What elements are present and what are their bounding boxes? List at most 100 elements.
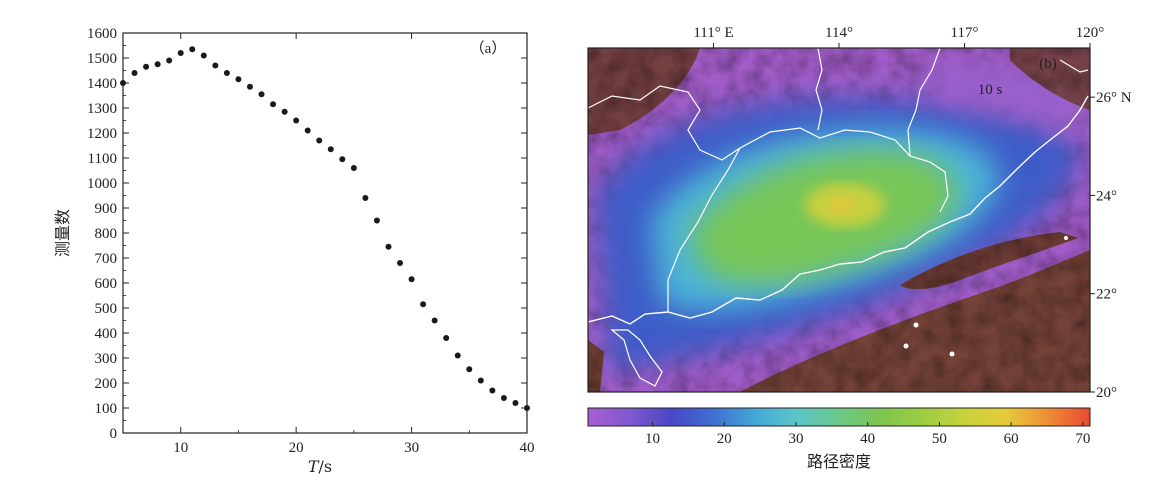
x-axis-title-unit: /s (319, 457, 333, 476)
province-border-4 (667, 147, 741, 312)
panel-b-map: (b) 10 s 111° E 114° 117° 120° 26° N24°22°2… (587, 25, 1132, 471)
colorbar-title: 路径密度 (807, 452, 871, 471)
y-tick-label: 1100 (88, 151, 117, 167)
period-label: 10 s (978, 82, 1003, 98)
data-point (500, 395, 507, 401)
data-point (327, 146, 334, 153)
data-point (212, 62, 219, 69)
panel-a-frame (122, 32, 528, 434)
data-point (246, 83, 253, 90)
hainan-coast (610, 329, 663, 387)
y-tick-label: 700 (95, 251, 118, 267)
y-tick-label: 600 (95, 276, 118, 292)
data-point (373, 217, 380, 224)
panel-b-label: (b) (1039, 56, 1057, 72)
y-tick-label: 1300 (87, 101, 117, 117)
data-point (177, 50, 184, 56)
data-point (200, 52, 207, 59)
y-tick-label: 800 (95, 226, 118, 242)
y-tick-label: 400 (95, 326, 118, 342)
data-point (316, 137, 323, 144)
y-tick-label: 100 (95, 401, 118, 417)
data-point (339, 156, 346, 163)
data-point (443, 335, 450, 341)
data-point (235, 76, 242, 83)
lat-tick-label: 24° (1096, 188, 1117, 204)
province-border-3 (907, 48, 941, 157)
data-point (131, 70, 138, 76)
y-tick-label: 300 (95, 351, 118, 367)
island (903, 343, 909, 349)
y-tick-label: 0 (110, 426, 118, 442)
island (949, 351, 955, 357)
latitude-ticks: 26° N 24° 22° 20° (1090, 90, 1132, 401)
y-tick-label: 1600 (87, 26, 117, 42)
x-tick-label: 40 (520, 440, 535, 456)
lat-tick-label: 26° N (1096, 90, 1132, 106)
data-point (431, 317, 438, 324)
data-point (350, 165, 357, 171)
terrain-trench (900, 232, 1078, 290)
colorbar-tick-label: 40 (860, 431, 875, 447)
panel-a-x-axis-title: T/s (308, 457, 332, 476)
data-point (466, 366, 473, 373)
lat-tick-label: 22° (1096, 287, 1117, 303)
colorbar-tick-label: 70 (1075, 431, 1090, 447)
data-point (524, 405, 530, 411)
x-tick-label: 10 (173, 440, 188, 456)
data-point (223, 70, 230, 76)
island (913, 322, 919, 328)
panel-a-y-axis-title: 测量数 (53, 209, 72, 257)
data-point (154, 61, 161, 68)
data-point (281, 108, 288, 115)
data-point (189, 46, 196, 53)
data-point (166, 57, 173, 64)
colorbar-tick-label: 50 (932, 431, 947, 447)
data-point (397, 260, 404, 266)
terrain-south-west (588, 340, 604, 392)
panel-a-label: （a） (470, 40, 507, 57)
data-point (362, 195, 369, 201)
coastline (588, 95, 1089, 325)
data-point (143, 63, 150, 70)
longitude-ticks: 111° E 114° 117° 120° (693, 25, 1104, 48)
x-tick-label: 30 (404, 440, 419, 456)
data-point (408, 276, 415, 283)
panel-a-x-axis: 10 20 30 40 (122, 33, 535, 456)
province-border-1 (588, 85, 949, 213)
lon-tick-label: 111° E (693, 25, 733, 41)
y-tick-label: 1400 (87, 76, 117, 92)
data-point (270, 101, 277, 108)
data-point (258, 91, 265, 98)
colorbar (587, 407, 1091, 427)
map-area (588, 48, 1090, 392)
y-tick-label: 200 (95, 376, 118, 392)
terrain-north-east (1010, 48, 1090, 110)
colorbar-tick-label: 20 (717, 431, 732, 447)
lon-tick-label: 120° (1076, 25, 1105, 41)
y-tick-label: 500 (95, 301, 118, 317)
terrain-north-west (588, 48, 700, 135)
y-tick-label: 1200 (87, 126, 117, 142)
lon-tick-label: 117° (951, 25, 979, 41)
data-point (477, 377, 484, 384)
colorbar-tick-label: 60 (1004, 431, 1019, 447)
province-border-5 (1059, 59, 1089, 73)
x-axis-title-symbol: T (308, 457, 320, 476)
colorbar-ticks: 10 20 30 40 50 60 70 (645, 422, 1090, 447)
province-border-2 (815, 48, 823, 131)
x-tick-label: 20 (289, 440, 304, 456)
colorbar-tick-label: 30 (788, 431, 803, 447)
panel-a-points (120, 46, 530, 411)
data-point (454, 352, 461, 359)
data-point (512, 400, 519, 406)
lat-tick-label: 20° (1096, 385, 1117, 401)
y-tick-label: 1000 (87, 176, 117, 192)
y-tick-label: 900 (95, 201, 118, 217)
colorbar-tick-label: 10 (645, 431, 660, 447)
lon-tick-label: 114° (825, 25, 853, 41)
data-point (385, 243, 392, 250)
panel-a-y-axis: 0 100 200 300 400 500 600 700 800 900 1000 1100 1200… (87, 26, 527, 442)
data-point (420, 301, 427, 308)
